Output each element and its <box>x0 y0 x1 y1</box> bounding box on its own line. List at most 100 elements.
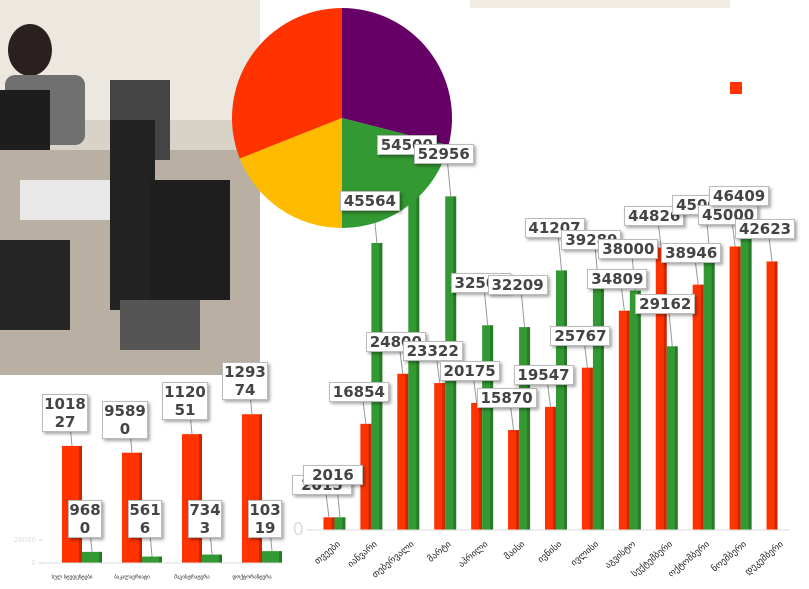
value-label: 23322 <box>402 341 463 362</box>
bar <box>202 554 222 563</box>
bar-side <box>199 434 202 563</box>
y-tick-label: 0 <box>293 519 304 540</box>
x-tick-label: ოქტომბერი <box>666 539 712 580</box>
value-label: 112051 <box>162 382 208 421</box>
x-tick-label: დეკემბერი <box>743 539 786 578</box>
banner <box>470 0 730 8</box>
bar-side <box>626 310 630 530</box>
value-label: 5616 <box>128 500 162 538</box>
bar-side <box>748 237 752 531</box>
value-label: 29162 <box>635 294 696 315</box>
value-label: 9680 <box>68 500 102 538</box>
bar <box>592 282 604 530</box>
x-tick-label: აგვისტო <box>603 539 638 571</box>
bar-side <box>663 247 667 531</box>
bar-side <box>553 406 556 530</box>
bar-side <box>527 327 531 530</box>
bar <box>334 517 346 530</box>
value-label: 44826 <box>624 205 685 226</box>
value-label: 101827 <box>42 393 88 432</box>
bar-side <box>405 373 409 530</box>
bar <box>434 383 446 530</box>
pie-slice <box>232 8 342 159</box>
x-tick-label: ივლისი <box>569 539 602 569</box>
x-tick-label: აპრილი <box>456 539 490 570</box>
value-label: 95890 <box>102 400 148 439</box>
bar <box>519 327 531 530</box>
value-label: 20175 <box>439 360 500 381</box>
bar-side <box>279 551 282 563</box>
bar <box>482 325 494 530</box>
y-tick-label: 20000 <box>14 536 36 544</box>
bar <box>740 237 752 531</box>
pie-slice <box>239 118 342 228</box>
bar-side <box>711 246 715 530</box>
x-tick-label: ივნისი <box>536 539 565 566</box>
bar-side <box>737 246 741 530</box>
x-tick-label: მაისი <box>502 539 527 563</box>
bar <box>581 367 593 530</box>
value-label: 10319 <box>248 500 282 538</box>
legend-key <box>730 82 742 94</box>
bar <box>766 261 778 530</box>
value-label: 38000 <box>598 238 659 259</box>
value-label: 34809 <box>587 268 648 289</box>
bar-side <box>368 423 372 530</box>
value-label: 32209 <box>487 275 548 296</box>
bar <box>666 346 678 530</box>
bar <box>262 551 282 563</box>
bar-side <box>259 414 262 563</box>
bar-side <box>564 270 567 530</box>
bar-side <box>674 346 678 530</box>
bar <box>556 270 567 530</box>
x-tick-label: იანვარი <box>346 539 380 570</box>
value-label: 52956 <box>413 144 474 165</box>
bar-side <box>219 554 222 563</box>
bar <box>729 246 741 530</box>
bar <box>397 373 409 530</box>
y-tick-label: 0 <box>32 559 36 567</box>
value-label: 42623 <box>735 219 796 240</box>
bar-side <box>637 290 641 530</box>
bar-side <box>159 556 162 563</box>
value-label: 2016 <box>302 465 363 486</box>
bar <box>692 284 704 530</box>
value-label: 7343 <box>188 500 222 538</box>
bar <box>508 430 520 530</box>
bar-side <box>331 517 335 530</box>
pie-slice <box>342 8 452 146</box>
bar-side <box>479 402 483 530</box>
bar <box>82 551 102 563</box>
bar-side <box>490 325 494 530</box>
bar <box>629 290 641 530</box>
bar <box>618 310 630 530</box>
value-label: 129374 <box>222 362 268 401</box>
bar-side <box>774 261 778 530</box>
bar-side <box>600 282 604 530</box>
bar <box>545 406 556 530</box>
value-label: 16854 <box>328 381 389 402</box>
value-label: 15870 <box>476 388 537 409</box>
bar <box>655 247 667 531</box>
x-tick-label: ბაკალავრიატი <box>114 574 150 581</box>
x-tick-label: თვეები <box>312 539 343 567</box>
x-tick-label: მაგისტრატურა <box>174 574 210 581</box>
bar <box>323 517 335 530</box>
office-photo <box>0 0 260 375</box>
bar <box>142 556 162 563</box>
value-label: 45564 <box>339 190 400 211</box>
bar-side <box>700 284 704 530</box>
bar-side <box>516 430 520 530</box>
bar <box>471 402 483 530</box>
x-tick-label: მარტი <box>426 539 454 565</box>
value-label: 25767 <box>550 325 611 346</box>
x-tick-label: დოქტორანტურა <box>232 574 272 581</box>
bar-side <box>442 383 446 530</box>
value-label: 46409 <box>709 185 770 206</box>
value-label: 38946 <box>661 242 722 263</box>
x-tick-label: სულ სტუდენტები <box>52 574 93 581</box>
bar <box>360 423 372 530</box>
value-label: 19547 <box>513 364 574 385</box>
bar-side <box>342 517 346 530</box>
